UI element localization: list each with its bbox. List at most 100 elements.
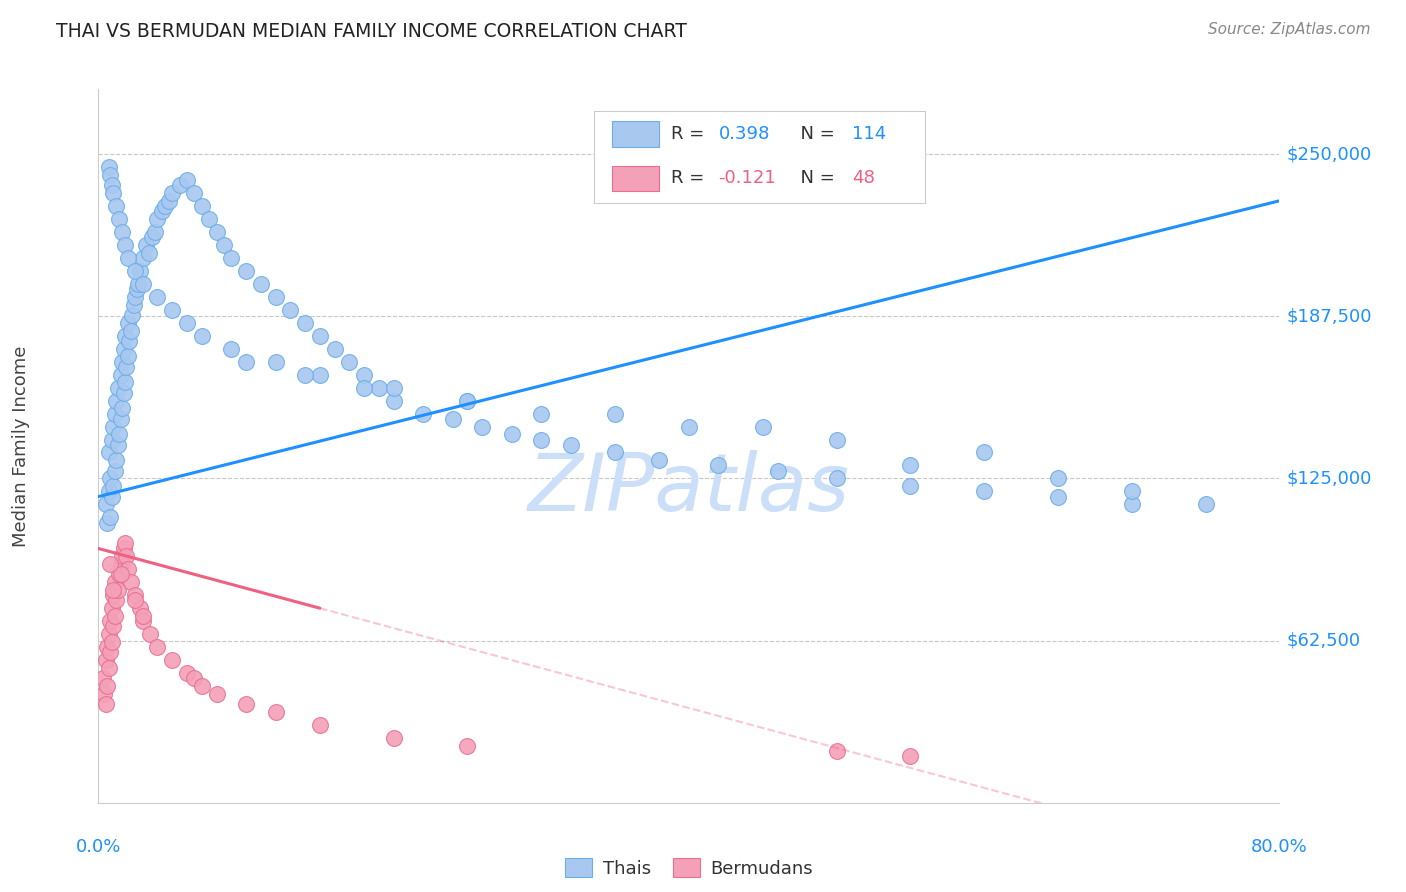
- Text: $250,000: $250,000: [1286, 145, 1372, 163]
- Point: [219, 251, 242, 265]
- Point: [309, 328, 332, 343]
- Point: [124, 588, 146, 602]
- Point: [264, 705, 287, 719]
- Point: [135, 238, 157, 252]
- Point: [96, 516, 118, 530]
- Text: -0.121: -0.121: [718, 169, 776, 187]
- Point: [323, 342, 346, 356]
- Point: [97, 661, 120, 675]
- Point: [183, 186, 205, 200]
- Point: [105, 393, 128, 408]
- Point: [121, 308, 143, 322]
- Point: [125, 282, 148, 296]
- Point: [105, 593, 128, 607]
- Point: [115, 549, 138, 564]
- Point: [108, 211, 131, 226]
- Point: [825, 744, 848, 758]
- Point: [117, 251, 139, 265]
- Point: [97, 627, 120, 641]
- Point: [100, 601, 122, 615]
- Point: [103, 588, 125, 602]
- Point: [176, 316, 198, 330]
- Point: [97, 160, 120, 174]
- Point: [98, 471, 121, 485]
- Point: [973, 445, 995, 459]
- Point: [114, 376, 136, 390]
- Point: [114, 536, 136, 550]
- Point: [94, 697, 117, 711]
- Point: [98, 168, 121, 182]
- FancyBboxPatch shape: [612, 121, 659, 147]
- Point: [294, 368, 316, 382]
- Point: [103, 419, 125, 434]
- Point: [111, 225, 134, 239]
- Point: [973, 484, 995, 499]
- Point: [212, 238, 235, 252]
- Point: [309, 718, 332, 732]
- Point: [128, 264, 150, 278]
- Point: [100, 178, 122, 193]
- Point: [605, 407, 627, 421]
- Point: [825, 471, 848, 485]
- Point: [94, 653, 117, 667]
- Point: [219, 342, 242, 356]
- Point: [191, 679, 214, 693]
- Point: [103, 186, 125, 200]
- Point: [205, 687, 228, 701]
- Point: [250, 277, 273, 291]
- Point: [110, 411, 132, 425]
- Point: [98, 645, 121, 659]
- Point: [678, 419, 700, 434]
- Point: [382, 393, 405, 408]
- Point: [471, 419, 494, 434]
- Point: [235, 697, 257, 711]
- FancyBboxPatch shape: [595, 111, 925, 203]
- Point: [1046, 490, 1069, 504]
- Point: [105, 199, 128, 213]
- Point: [146, 640, 169, 654]
- Point: [412, 407, 434, 421]
- Point: [900, 749, 922, 764]
- Point: [132, 277, 155, 291]
- FancyBboxPatch shape: [612, 166, 659, 191]
- Text: 48: 48: [852, 169, 875, 187]
- Point: [93, 687, 115, 701]
- Point: [107, 438, 129, 452]
- Point: [114, 238, 136, 252]
- Point: [138, 245, 160, 260]
- Point: [198, 211, 221, 226]
- Point: [353, 368, 375, 382]
- Point: [100, 635, 122, 649]
- Text: ZIPatlas: ZIPatlas: [527, 450, 851, 528]
- Point: [103, 619, 125, 633]
- Point: [205, 225, 228, 239]
- Point: [278, 302, 302, 317]
- Point: [122, 297, 145, 311]
- Point: [97, 445, 120, 459]
- Point: [114, 328, 136, 343]
- Point: [1121, 497, 1143, 511]
- Point: [825, 433, 848, 447]
- Point: [96, 679, 118, 693]
- Point: [150, 204, 173, 219]
- Point: [153, 199, 176, 213]
- Text: 80.0%: 80.0%: [1251, 838, 1308, 856]
- Point: [120, 324, 142, 338]
- Point: [132, 609, 155, 624]
- Point: [382, 731, 405, 745]
- Point: [108, 567, 131, 582]
- Point: [94, 497, 117, 511]
- Text: THAI VS BERMUDAN MEDIAN FAMILY INCOME CORRELATION CHART: THAI VS BERMUDAN MEDIAN FAMILY INCOME CO…: [56, 22, 688, 41]
- Point: [118, 334, 141, 348]
- Point: [100, 490, 122, 504]
- Point: [115, 359, 138, 374]
- Point: [146, 211, 169, 226]
- Point: [456, 393, 478, 408]
- Point: [117, 562, 139, 576]
- Point: [235, 264, 257, 278]
- Legend: Thais, Bermudans: Thais, Bermudans: [555, 849, 823, 887]
- Text: Median Family Income: Median Family Income: [13, 345, 30, 547]
- Point: [117, 316, 139, 330]
- Point: [111, 549, 134, 564]
- Point: [104, 407, 127, 421]
